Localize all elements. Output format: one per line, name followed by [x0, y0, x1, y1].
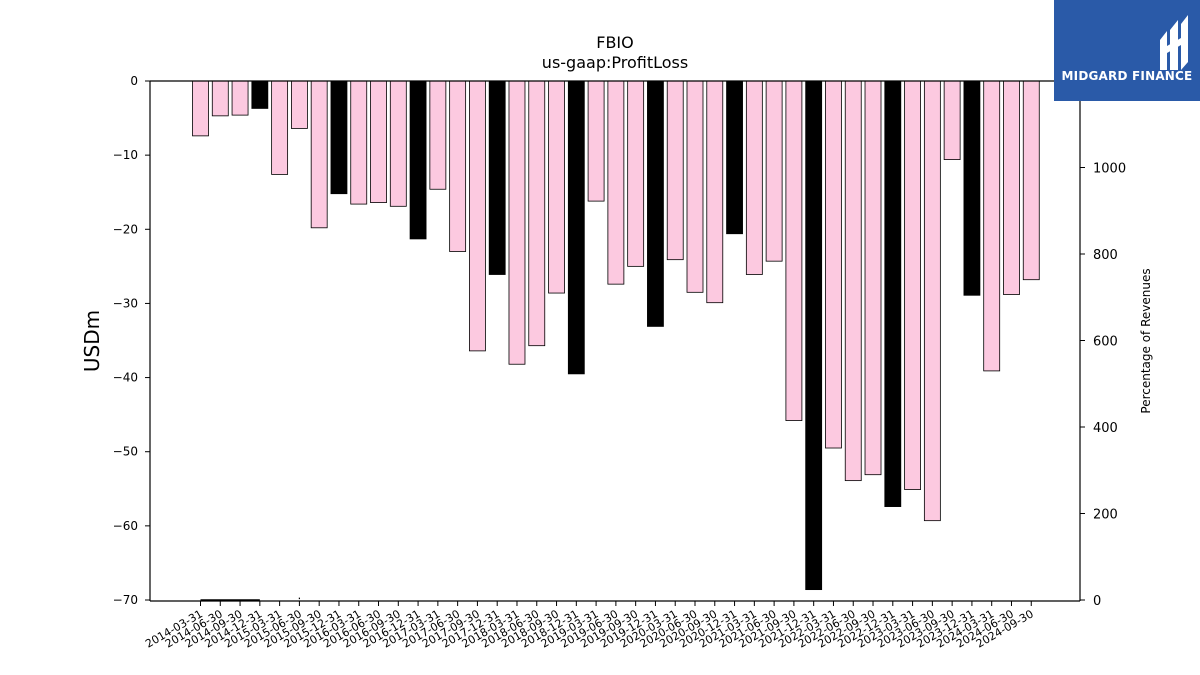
brand-logo: MIDGARD FINANCE [1054, 0, 1200, 101]
bar-2014-09-30 [231, 80, 249, 116]
y-tick-label: −60 [113, 519, 138, 533]
y-tick-label: 0 [130, 74, 138, 88]
bar-2023-03-31 [904, 80, 921, 490]
y-tick-label: −10 [113, 148, 138, 162]
bar-2020-03-31 [666, 80, 684, 261]
bars-group [192, 80, 1040, 591]
bar-2024-06-30 [1003, 80, 1020, 295]
logo-mark-icon [1160, 15, 1188, 70]
bar-2018-06-30 [528, 80, 546, 347]
bar-2023-12-31 [963, 80, 981, 296]
y-tick-label: −20 [113, 222, 138, 236]
chart-title: FBIO [596, 33, 634, 52]
bar-2021-06-30 [765, 80, 783, 262]
bar-2018-03-31 [508, 80, 526, 365]
bar-2021-09-30 [785, 80, 803, 421]
bar-2017-09-30 [469, 80, 486, 352]
secondary-line-group [200, 597, 300, 601]
axes-group: 0−10−20−30−40−50−60−70 020040060080010002… [113, 74, 1126, 651]
bar-2017-03-31 [429, 80, 447, 190]
y-axis-right-label: Percentage of Revenues [1139, 268, 1153, 413]
y-axis-label: USDm [80, 310, 104, 372]
y-right-tick-label: 800 [1093, 248, 1118, 263]
bar-2014-03-31 [192, 80, 209, 137]
chart-subtitle: us-gaap:ProfitLoss [542, 53, 688, 72]
y-tick-label: −30 [113, 296, 138, 310]
y-right-tick-label: 600 [1093, 335, 1118, 350]
bar-2016-09-30 [389, 80, 407, 207]
y-tick-label: −50 [113, 445, 138, 459]
bar-2014-06-30 [211, 80, 229, 117]
bar-2022-09-30 [864, 80, 882, 476]
y-right-tick-label: 1000 [1093, 162, 1126, 177]
logo-text: MIDGARD FINANCE [1061, 69, 1193, 83]
bar-2016-06-30 [370, 80, 387, 203]
bar-2018-09-30 [548, 80, 565, 294]
bar-2022-12-31 [884, 80, 902, 507]
bar-2019-06-30 [607, 80, 625, 285]
bar-2014-12-31 [251, 80, 269, 109]
bar-2020-12-31 [726, 80, 743, 235]
bar-2018-12-31 [567, 80, 585, 375]
bar-2016-12-31 [409, 80, 427, 240]
y-tick-label: −40 [113, 371, 138, 385]
bar-2020-09-30 [706, 80, 724, 304]
bar-2020-06-30 [686, 80, 704, 293]
bar-2015-06-30 [290, 80, 308, 129]
y-right-tick-label: 0 [1093, 594, 1101, 609]
bar-2015-03-31 [271, 80, 289, 175]
bar-2015-12-31 [330, 80, 348, 195]
y-tick-label: −70 [113, 593, 138, 607]
bar-2022-03-31 [825, 80, 842, 449]
bar-2023-06-30 [923, 80, 941, 522]
bar-2024-09-30 [1022, 80, 1040, 281]
y-right-tick-label: 200 [1093, 508, 1118, 523]
bar-2019-03-31 [587, 80, 605, 202]
bar-2017-12-31 [488, 80, 506, 275]
bar-2019-09-30 [627, 80, 645, 267]
bar-2021-12-31 [805, 80, 823, 591]
bar-2015-09-30 [310, 80, 328, 229]
bar-2024-03-31 [983, 80, 1001, 372]
bar-2023-09-30 [943, 80, 961, 160]
y-right-tick-label: 400 [1093, 421, 1118, 436]
bar-2016-03-31 [350, 80, 368, 205]
bar-2019-12-31 [647, 80, 664, 327]
bar-2021-03-31 [745, 80, 763, 275]
bar-2022-06-30 [844, 80, 862, 482]
bar-2017-06-30 [449, 80, 467, 252]
